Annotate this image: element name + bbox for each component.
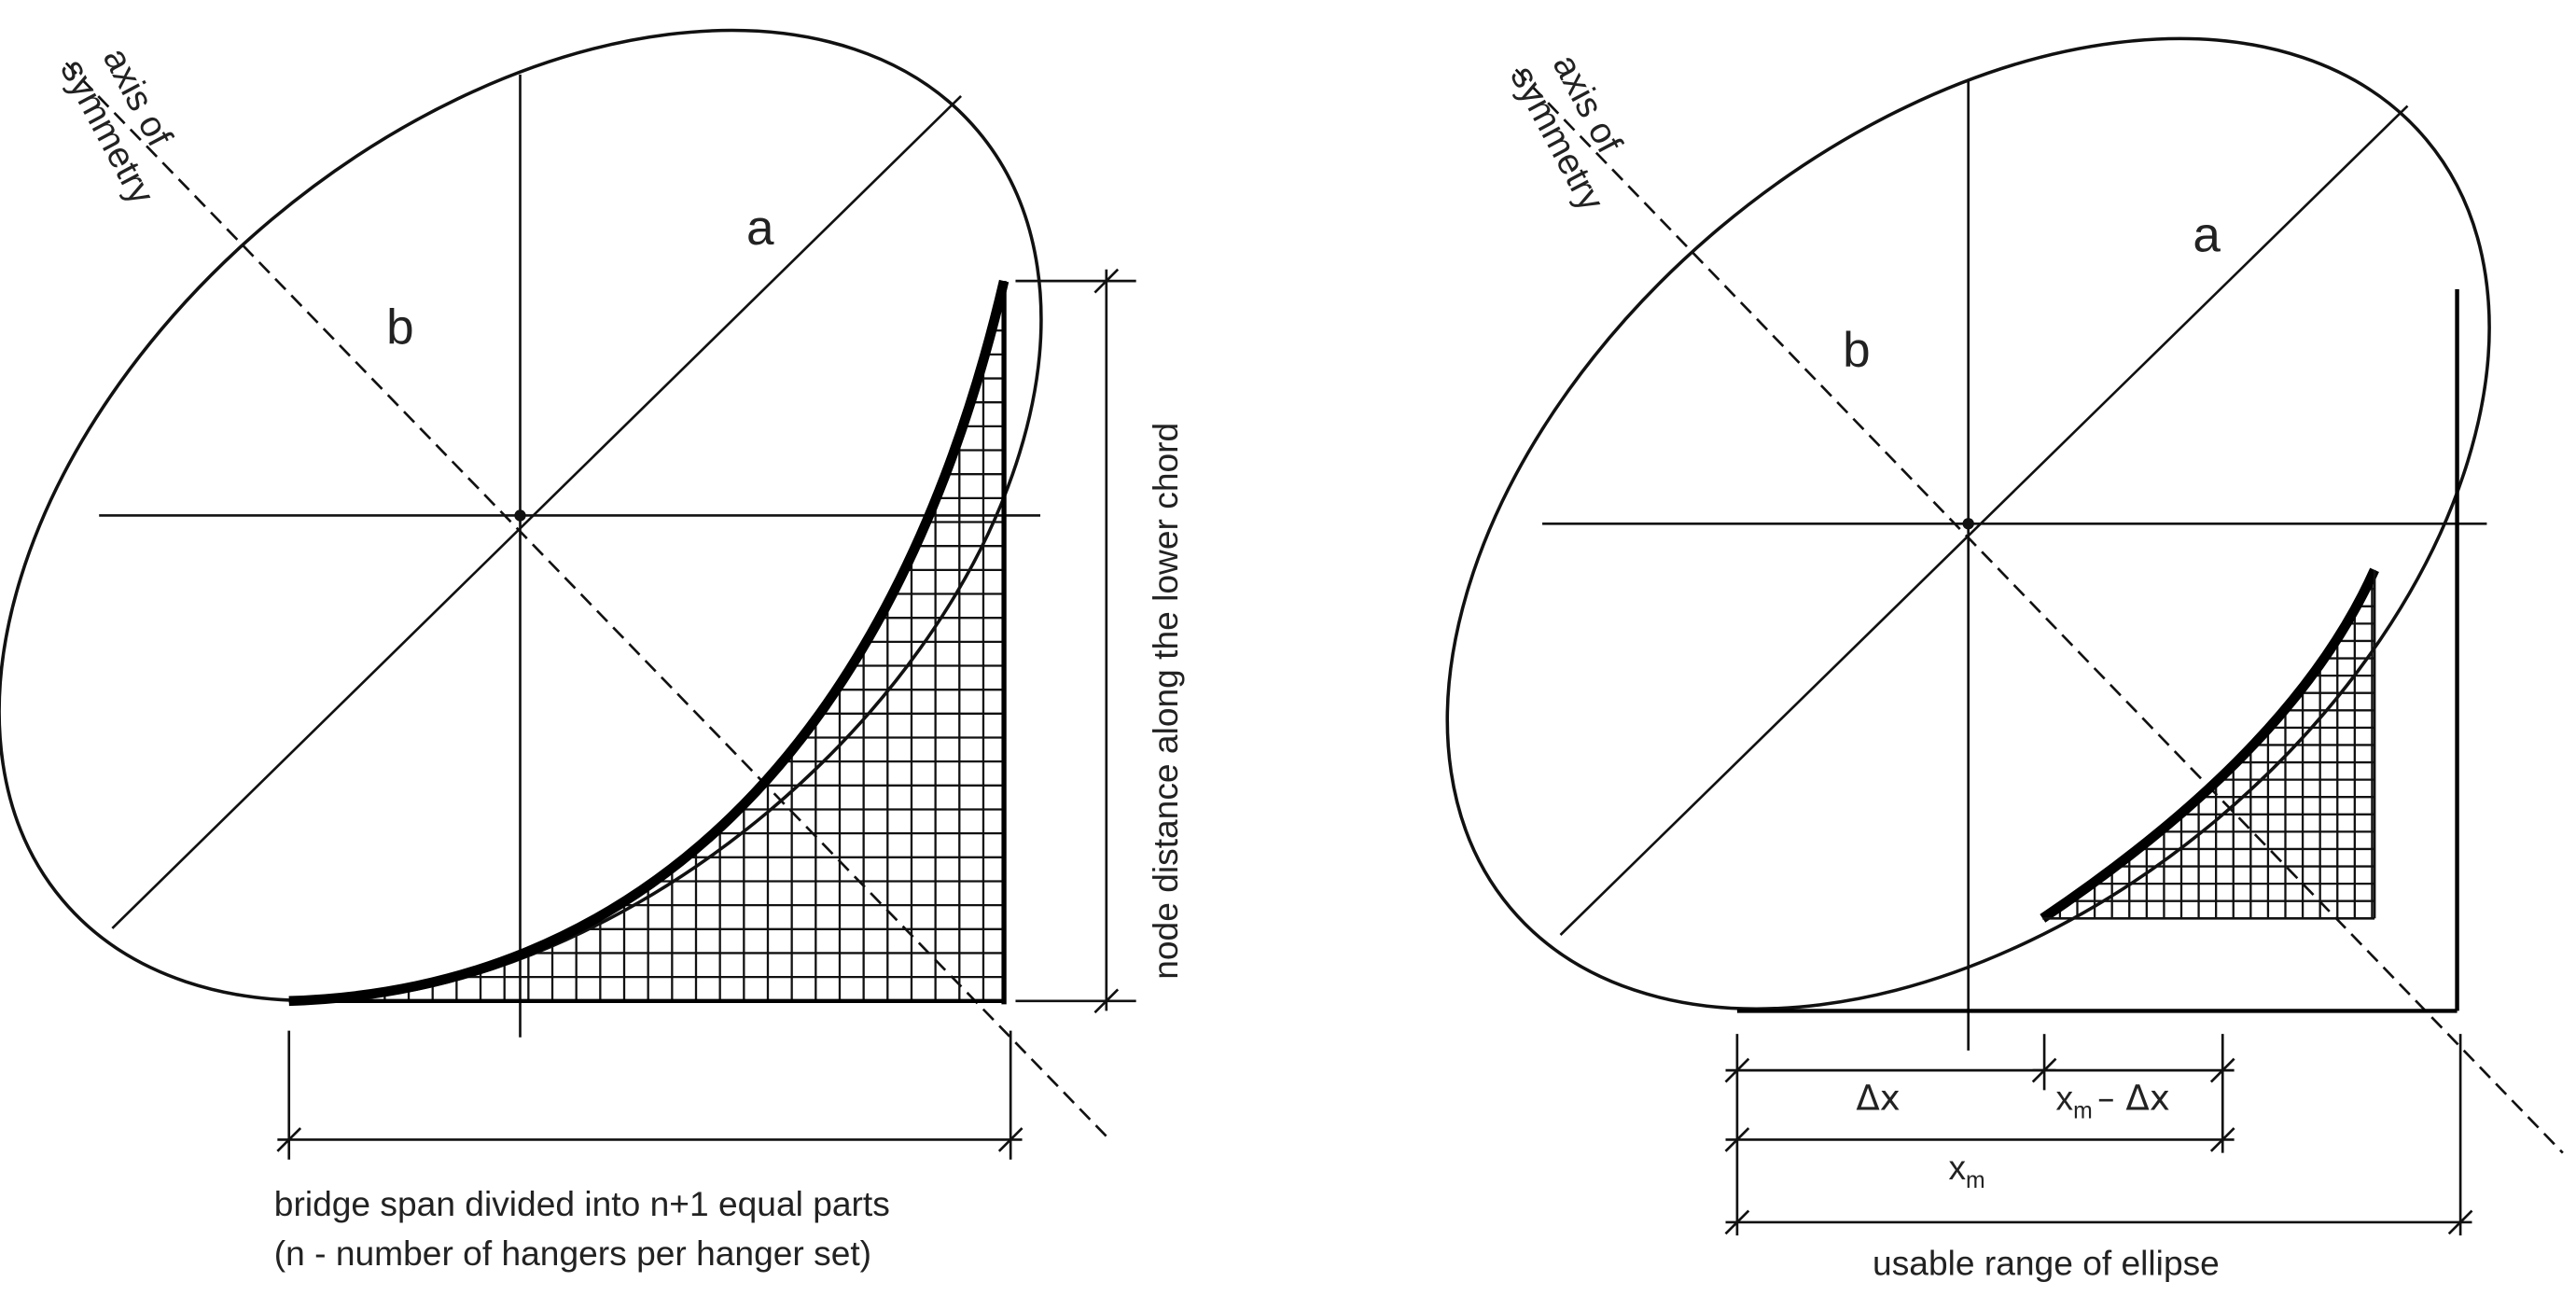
right-grid-hatch: [2042, 569, 2375, 919]
left-panel: a b axis of symmetry node distance along…: [0, 28, 1185, 1273]
left-vertical-dimension: [1015, 268, 1136, 1014]
right-center-point: [1962, 518, 1974, 530]
right-axis-of-symmetry: [1514, 68, 2564, 1154]
left-lower-chord-curve: [288, 279, 1010, 1007]
right-dim-xm-main: x: [1948, 1148, 1966, 1187]
left-axis-label: axis of symmetry: [52, 41, 179, 211]
right-label-a: a: [2193, 207, 2221, 262]
left-ellipse: [0, 28, 1043, 1003]
right-dim-xm-sub: m: [1966, 1168, 1985, 1193]
left-label-a: a: [746, 201, 774, 256]
right-dim-xm-minus-dx-sub: m: [2073, 1098, 2093, 1123]
left-major-axis-a: [111, 94, 962, 929]
right-dim-xm: xm: [1948, 1148, 1984, 1193]
left-vertical-dimension-label: node distance along the lower chord: [1146, 423, 1185, 980]
left-caption-line1: bridge span divided into n+1 equal parts: [274, 1184, 890, 1223]
right-dim-delta-x: Δx: [1856, 1079, 1900, 1119]
right-label-b: b: [1843, 323, 1871, 378]
right-dim-xm-minus-dx-main: x: [2055, 1079, 2073, 1118]
right-caption: usable range of ellipse: [1873, 1244, 2220, 1283]
left-label-b: b: [386, 300, 414, 355]
right-ellipse: [1445, 36, 2491, 1010]
right-dimension-chains: [1724, 1034, 2473, 1236]
right-axis-label: axis of symmetry: [1502, 49, 1629, 218]
left-caption-line2: (n - number of hangers per hanger set): [274, 1233, 871, 1273]
right-dim-xm-minus-dx-rest: – Δx: [2097, 1079, 2170, 1119]
left-center-point: [514, 509, 526, 522]
right-usable-chord-curve: [2040, 567, 2379, 923]
left-span-dimension: [276, 1030, 1023, 1160]
left-grid-hatch: [288, 281, 1005, 1001]
right-dim-xm-minus-dx: xm – Δx: [2055, 1079, 2169, 1124]
right-major-axis-a: [1559, 105, 2409, 936]
right-panel: a b axis of symmetry Δx xm – Δx xm usable…: [1445, 36, 2564, 1283]
